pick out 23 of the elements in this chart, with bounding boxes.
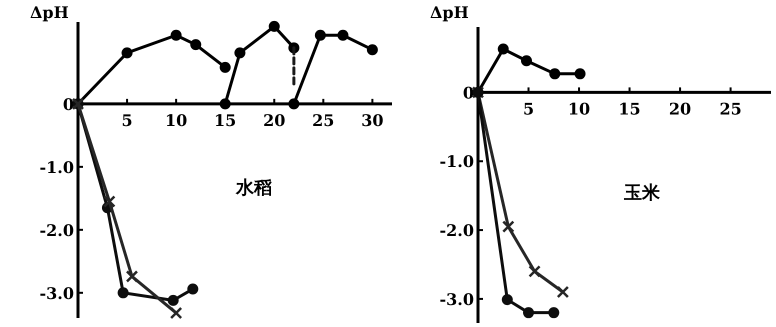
- y-axis-title: ΔpH: [30, 3, 69, 22]
- x-tick-label: 25: [719, 99, 742, 118]
- y-tick-label: -1.0: [440, 152, 474, 172]
- x-tick-label: 10: [568, 99, 590, 118]
- y-axis-title: ΔpH: [430, 3, 469, 22]
- y-tick-label: -1.0: [40, 158, 74, 177]
- x-tick-label: 5: [522, 99, 534, 118]
- y-tick-label: -3.0: [440, 290, 474, 309]
- x-tick-label: 20: [263, 110, 286, 130]
- y-tick-label: -2.0: [440, 221, 474, 240]
- annotation: 玉米: [623, 182, 662, 203]
- y-tick-label: -2.0: [40, 220, 74, 240]
- y-tick-label: 0: [62, 94, 74, 114]
- x-tick-label: 10: [164, 110, 188, 130]
- y-tick-label: -3.0: [40, 284, 74, 303]
- y-tick-label: 0: [462, 83, 474, 102]
- x-tick-label: 15: [618, 99, 641, 118]
- x-tick-label: 30: [361, 110, 384, 130]
- x-tick-label: 25: [312, 110, 334, 130]
- x-tick-label: 5: [121, 110, 133, 130]
- x-tick-label: 20: [668, 99, 692, 118]
- annotation: 水稻: [234, 178, 272, 198]
- x-tick-label: 15: [214, 110, 236, 130]
